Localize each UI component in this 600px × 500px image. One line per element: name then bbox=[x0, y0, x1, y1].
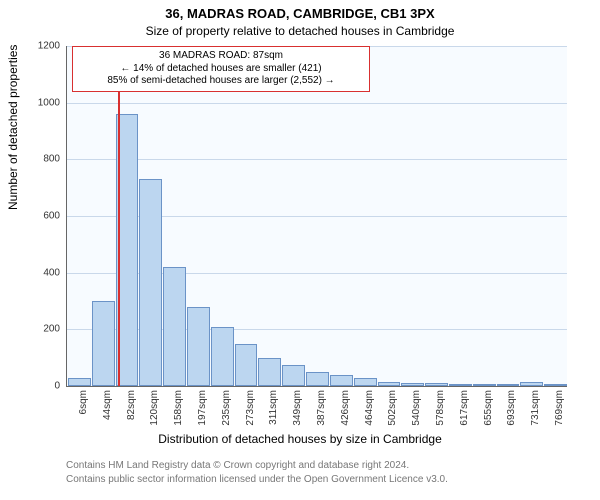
histogram-bar bbox=[306, 372, 329, 386]
plot-area bbox=[66, 46, 567, 387]
chart-container: { "titles": { "main": "36, MADRAS ROAD, … bbox=[0, 0, 600, 500]
histogram-bar bbox=[92, 301, 115, 386]
x-tick-label: 731sqm bbox=[530, 390, 541, 440]
x-tick-label: 273sqm bbox=[245, 390, 256, 440]
annotation-line: 85% of semi-detached houses are larger (… bbox=[79, 75, 363, 88]
histogram-bar bbox=[68, 378, 91, 387]
x-tick-label: 693sqm bbox=[506, 390, 517, 440]
y-tick-label: 0 bbox=[28, 381, 60, 392]
annotation-line: 36 MADRAS ROAD: 87sqm bbox=[79, 50, 363, 63]
histogram-bar bbox=[425, 383, 448, 386]
x-tick-label: 617sqm bbox=[459, 390, 470, 440]
x-tick-label: 120sqm bbox=[149, 390, 160, 440]
histogram-bar bbox=[187, 307, 210, 386]
x-tick-label: 502sqm bbox=[387, 390, 398, 440]
x-tick-label: 6sqm bbox=[78, 390, 89, 440]
y-tick-label: 600 bbox=[28, 211, 60, 222]
histogram-bar bbox=[258, 358, 281, 386]
histogram-bar bbox=[473, 384, 496, 386]
histogram-bar bbox=[235, 344, 258, 387]
chart-title: 36, MADRAS ROAD, CAMBRIDGE, CB1 3PX bbox=[0, 6, 600, 21]
histogram-bar bbox=[282, 365, 305, 386]
x-tick-label: 311sqm bbox=[268, 390, 279, 440]
histogram-bar bbox=[211, 327, 234, 387]
x-tick-label: 158sqm bbox=[173, 390, 184, 440]
histogram-bar bbox=[330, 375, 353, 386]
x-tick-label: 769sqm bbox=[554, 390, 565, 440]
x-tick-label: 464sqm bbox=[364, 390, 375, 440]
histogram-bar bbox=[497, 384, 520, 386]
annotation-box: 36 MADRAS ROAD: 87sqm← 14% of detached h… bbox=[72, 46, 370, 92]
y-axis-title: Number of detached properties bbox=[6, 45, 20, 210]
x-tick-label: 387sqm bbox=[316, 390, 327, 440]
histogram-bar bbox=[401, 383, 424, 386]
y-tick-label: 200 bbox=[28, 324, 60, 335]
x-tick-label: 655sqm bbox=[483, 390, 494, 440]
histogram-bar bbox=[139, 179, 162, 386]
x-tick-label: 426sqm bbox=[340, 390, 351, 440]
y-tick-label: 400 bbox=[28, 267, 60, 278]
y-tick-label: 800 bbox=[28, 154, 60, 165]
chart-subtitle: Size of property relative to detached ho… bbox=[0, 24, 600, 38]
x-tick-label: 44sqm bbox=[102, 390, 113, 440]
gridline bbox=[67, 103, 567, 104]
x-tick-label: 578sqm bbox=[435, 390, 446, 440]
x-tick-label: 82sqm bbox=[126, 390, 137, 440]
histogram-bar bbox=[520, 382, 543, 386]
footer-line-2: Contains public sector information licen… bbox=[66, 474, 448, 485]
histogram-bar bbox=[544, 384, 567, 386]
x-tick-label: 235sqm bbox=[221, 390, 232, 440]
histogram-bar bbox=[449, 384, 472, 386]
x-tick-label: 197sqm bbox=[197, 390, 208, 440]
histogram-bar bbox=[163, 267, 186, 386]
histogram-bar bbox=[378, 382, 401, 386]
y-tick-label: 1000 bbox=[28, 97, 60, 108]
property-marker-line bbox=[118, 46, 120, 386]
histogram-bar bbox=[354, 378, 377, 387]
y-tick-label: 1200 bbox=[28, 41, 60, 52]
x-tick-label: 540sqm bbox=[411, 390, 422, 440]
x-tick-label: 349sqm bbox=[292, 390, 303, 440]
annotation-line: ← 14% of detached houses are smaller (42… bbox=[79, 63, 363, 76]
gridline bbox=[67, 159, 567, 160]
footer-line-1: Contains HM Land Registry data © Crown c… bbox=[66, 460, 409, 471]
